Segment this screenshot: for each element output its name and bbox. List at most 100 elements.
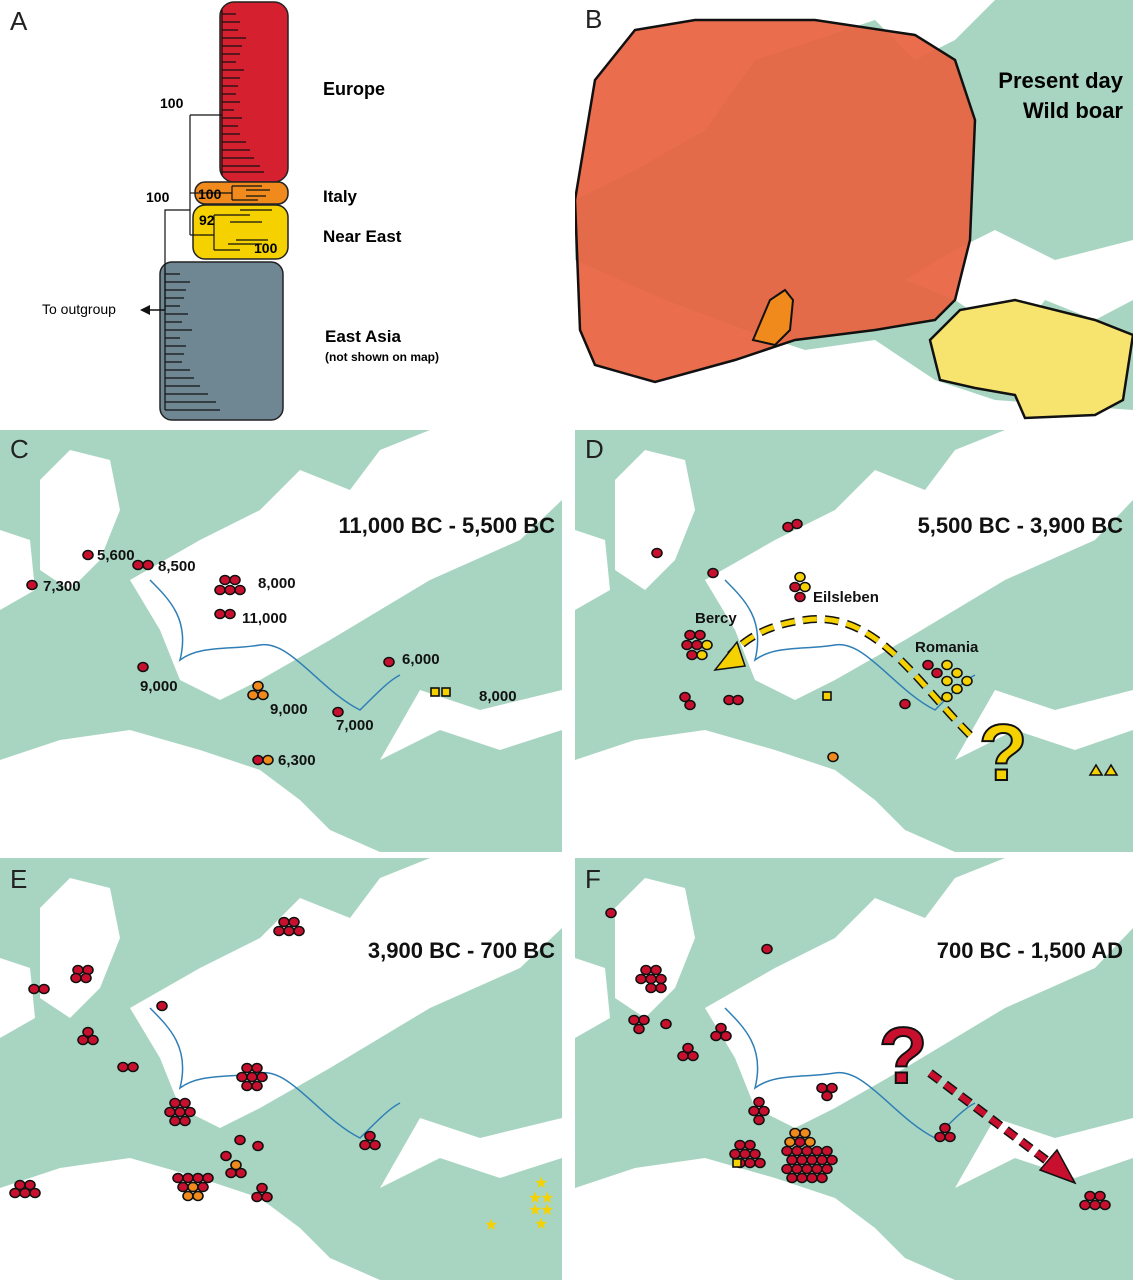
period-title: 700 BC - 1,500 AD xyxy=(937,938,1123,963)
italy-range-area xyxy=(751,288,795,347)
pin-red xyxy=(691,639,703,651)
pin-red xyxy=(748,1105,760,1117)
panel-d-map: D 5,500 BC - 3,900 BC ? xyxy=(575,430,1133,852)
bootstrap-root: 100 xyxy=(146,189,170,205)
pin-red xyxy=(214,608,226,620)
pin-red xyxy=(80,972,92,984)
pin-red xyxy=(9,1187,21,1199)
pin-red xyxy=(251,1062,263,1074)
date-label: 7,300 xyxy=(43,578,81,595)
pin-red xyxy=(794,591,806,603)
panel-letter: C xyxy=(10,434,29,464)
pin-red xyxy=(70,972,82,984)
pin-red xyxy=(744,1139,756,1151)
pin-red xyxy=(821,1090,833,1102)
panel-letter: B xyxy=(585,4,602,34)
pin-red xyxy=(332,706,344,718)
date-label: 8,500 xyxy=(158,558,196,575)
pin-orange xyxy=(262,754,274,766)
pin-red xyxy=(931,667,943,679)
pins xyxy=(651,518,1119,776)
bootstrap-italy: 100 xyxy=(198,186,222,202)
date-label: 8,000 xyxy=(479,688,517,705)
panel-b-present-range: B Present day Wild boar xyxy=(575,0,1133,425)
bootstrap-europe: 100 xyxy=(160,95,184,111)
pin-red xyxy=(182,1172,194,1184)
pin-red xyxy=(288,916,300,928)
pin-red xyxy=(383,656,395,668)
pin-red xyxy=(816,1154,828,1166)
pin-yellow xyxy=(941,675,953,687)
pin-red xyxy=(142,559,154,571)
panel-letter: A xyxy=(10,6,28,36)
pin-red xyxy=(791,1145,803,1157)
migration-arrowhead xyxy=(713,640,746,671)
pin-red xyxy=(256,1071,268,1083)
panel-letter: D xyxy=(585,434,604,464)
map-land xyxy=(575,430,1133,852)
star-icon: ★ xyxy=(534,1173,548,1192)
pin-red xyxy=(710,1030,722,1042)
pin-red xyxy=(38,983,50,995)
pin-yellow-square xyxy=(441,687,451,697)
pin-red xyxy=(24,1179,36,1191)
pin-red xyxy=(821,1163,833,1175)
pin-yellow-triangle xyxy=(1103,763,1119,776)
star-icon: ★ xyxy=(534,1214,548,1233)
outgroup-label: To outgroup xyxy=(42,301,116,317)
pin-red xyxy=(628,1014,640,1026)
dispersal-arrowhead xyxy=(1038,1148,1077,1185)
pin-red xyxy=(219,574,231,586)
pin-red xyxy=(753,1096,765,1108)
pin-red xyxy=(753,1114,765,1126)
pin-red xyxy=(640,964,652,976)
pin-red xyxy=(939,1122,951,1134)
clade-label-east-asia: East Asia xyxy=(325,327,401,346)
pin-red xyxy=(732,694,744,706)
clade-label-near-east: Near East xyxy=(323,227,402,246)
pin-red xyxy=(796,1154,808,1166)
pin-red xyxy=(655,973,667,985)
pin-red xyxy=(293,925,305,937)
pin-red xyxy=(169,1097,181,1109)
pin-red xyxy=(677,1050,689,1062)
pin-red xyxy=(786,1154,798,1166)
pin-red xyxy=(679,691,691,703)
pin-red xyxy=(633,1023,645,1035)
danube-river xyxy=(149,579,401,711)
pin-red xyxy=(720,1030,732,1042)
pin-red xyxy=(117,1061,129,1073)
pin-red xyxy=(806,1154,818,1166)
pin-red xyxy=(826,1082,838,1094)
pin-yellow-triangle xyxy=(1088,763,1104,776)
pin-orange xyxy=(804,1136,816,1148)
date-label: 11,000 xyxy=(242,610,287,627)
pin-red xyxy=(156,1000,168,1012)
pin-red xyxy=(246,1071,258,1083)
pins xyxy=(605,907,1111,1211)
pin-red xyxy=(273,925,285,937)
pin-red xyxy=(251,1191,263,1203)
pin-red xyxy=(256,1182,268,1194)
date-label: 6,300 xyxy=(278,752,316,769)
pin-yellow-square xyxy=(732,1158,742,1168)
pin-red xyxy=(261,1191,273,1203)
pin-red xyxy=(164,1106,176,1118)
star-icon: ★ xyxy=(528,1200,542,1219)
pins xyxy=(26,549,451,766)
pin-red xyxy=(729,1148,741,1160)
pin-yellow xyxy=(696,649,708,661)
star-icon: ★ xyxy=(540,1200,554,1219)
pin-red xyxy=(364,1130,376,1142)
dispersal-arrow-fill xyxy=(928,1070,1052,1166)
pin-red xyxy=(179,1097,191,1109)
pin-red xyxy=(934,1131,946,1143)
pin-orange xyxy=(257,689,269,701)
east-asia-clade-box xyxy=(159,261,284,421)
pin-red xyxy=(184,1106,196,1118)
clade-label-europe: Europe xyxy=(323,79,385,99)
tree-branches xyxy=(164,10,272,411)
pin-red xyxy=(638,1014,650,1026)
map-land xyxy=(0,430,562,852)
pin-yellow xyxy=(941,659,953,671)
